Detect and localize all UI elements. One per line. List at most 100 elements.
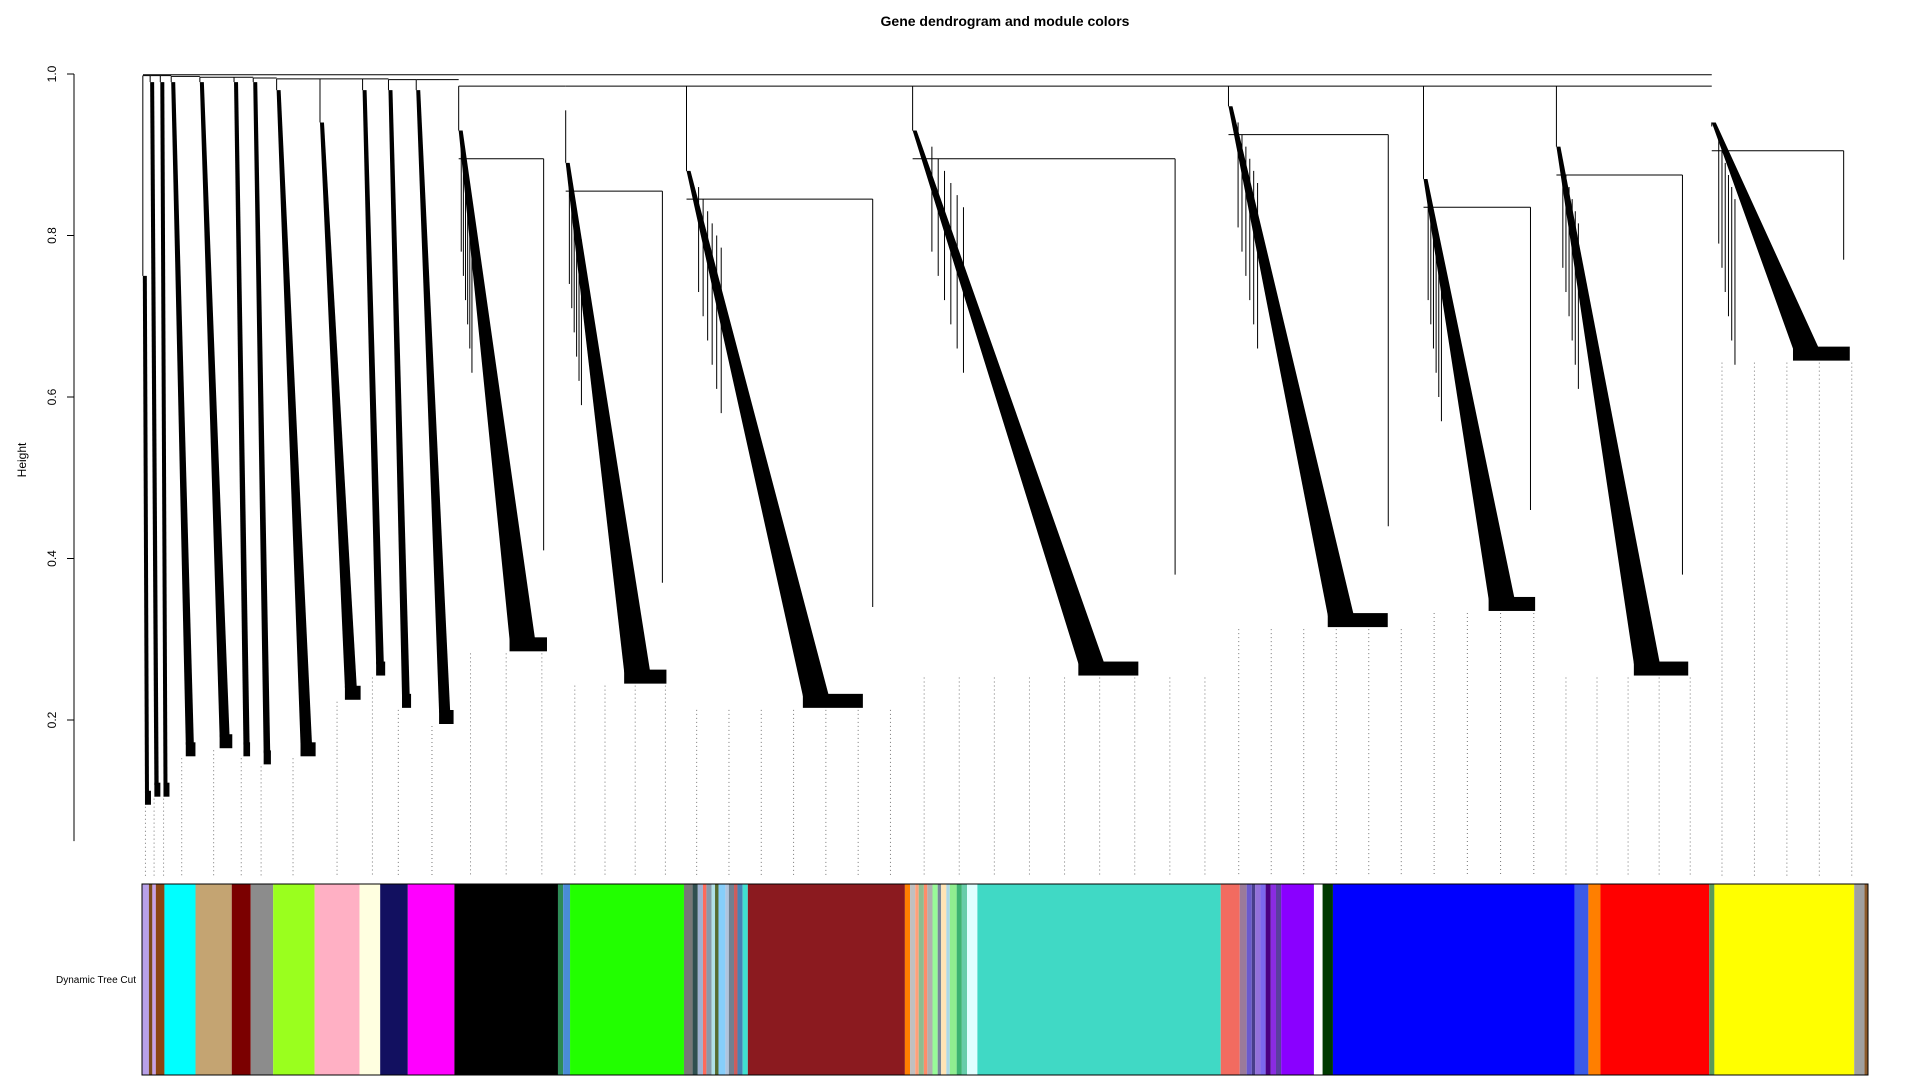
leaf-fan xyxy=(1556,146,1660,672)
leaf-fan xyxy=(1228,106,1354,624)
module-color-segment xyxy=(1275,884,1282,1075)
y-axis-label: Height xyxy=(15,442,29,477)
module-color-segment xyxy=(718,884,726,1075)
y-tick-label: 1.0 xyxy=(45,65,59,82)
module-color-segment xyxy=(946,884,950,1075)
leaf-plateau xyxy=(243,742,251,757)
leaf-plateau xyxy=(300,742,316,757)
leaf-plateau xyxy=(185,742,196,757)
leaf-plateau xyxy=(263,750,271,765)
chart-title: Gene dendrogram and module colors xyxy=(881,13,1130,29)
module-color-segment xyxy=(728,884,735,1075)
leaf-fan xyxy=(1423,178,1515,607)
leaf-fan xyxy=(171,82,194,753)
cluster-branch xyxy=(319,78,361,876)
module-color-segment xyxy=(1281,884,1314,1075)
module-color-segment xyxy=(1270,884,1276,1075)
module-color-segment xyxy=(314,884,360,1075)
module-color-segment xyxy=(1332,884,1575,1075)
module-color-segment xyxy=(737,884,743,1075)
module-color-segment xyxy=(715,884,719,1075)
y-tick-label: 0.6 xyxy=(45,388,59,405)
module-color-segment xyxy=(927,884,933,1075)
leaf-plateau xyxy=(402,693,412,708)
cluster-branch xyxy=(159,75,170,876)
module-color-segment xyxy=(734,884,738,1075)
module-color-segment xyxy=(1251,884,1256,1075)
module-color-segment xyxy=(1714,884,1855,1075)
leaf-plateau xyxy=(376,661,386,676)
module-color-segment xyxy=(273,884,315,1075)
cluster-branch xyxy=(1423,86,1536,876)
module-color-segment xyxy=(910,884,916,1075)
module-color-segment xyxy=(454,884,558,1075)
y-tick-label: 0.8 xyxy=(45,227,59,244)
y-axis: 0.2 0.4 0.6 0.8 1.0 xyxy=(45,65,75,842)
cluster-branch xyxy=(142,75,151,876)
module-color-segment xyxy=(407,884,455,1075)
module-color-segment xyxy=(570,884,684,1075)
module-color-segment xyxy=(1313,884,1323,1075)
module-color-segment xyxy=(1709,884,1715,1075)
cluster-branch xyxy=(565,110,667,876)
leaf-fan xyxy=(276,90,313,753)
color-row-label: Dynamic Tree Cut xyxy=(56,975,136,986)
module-color-segment xyxy=(923,884,928,1075)
leaf-plateau xyxy=(219,734,233,749)
cluster-branch xyxy=(387,79,412,876)
module-color-segment xyxy=(747,884,905,1075)
leaf-plateau xyxy=(154,782,161,797)
module-color-segment xyxy=(937,884,942,1075)
module-color-segment xyxy=(1854,884,1865,1075)
leaf-fan xyxy=(142,275,149,801)
cluster-branch xyxy=(252,78,271,876)
module-color-segment xyxy=(967,884,978,1075)
leaf-plateau xyxy=(802,693,863,708)
module-color-segment xyxy=(932,884,938,1075)
module-color-segment xyxy=(977,884,1221,1075)
leaf-fan xyxy=(362,90,384,672)
module-color-segment xyxy=(742,884,748,1075)
module-color-segment xyxy=(1246,884,1252,1075)
leaf-fan xyxy=(319,122,357,696)
leaf-fan xyxy=(1711,122,1819,357)
leaf-fan xyxy=(199,82,230,745)
module-color-segment xyxy=(725,884,729,1075)
leaf-fan xyxy=(234,82,250,753)
module-color-bar xyxy=(141,883,1869,1076)
leaf-plateau xyxy=(1327,613,1388,628)
leaf-fan xyxy=(253,82,271,761)
module-color-segment xyxy=(941,884,947,1075)
cluster-branch xyxy=(233,77,251,876)
module-color-segment xyxy=(1864,884,1868,1075)
cluster-branch xyxy=(1227,86,1402,876)
leaf-plateau xyxy=(1488,596,1536,611)
module-color-segment xyxy=(1255,884,1261,1075)
leaf-plateau xyxy=(1792,346,1850,361)
module-color-segment xyxy=(359,884,381,1075)
module-color-segment xyxy=(563,884,571,1075)
cluster-branch xyxy=(170,76,196,876)
module-color-segment xyxy=(1265,884,1271,1075)
leaf-plateau xyxy=(163,782,170,797)
leaf-plateau xyxy=(1078,661,1139,676)
leaf-fan xyxy=(150,82,159,793)
module-color-segment xyxy=(692,884,698,1075)
leaf-fan xyxy=(388,90,410,704)
module-color-segment xyxy=(1588,884,1601,1075)
leaf-plateau xyxy=(1633,661,1689,676)
module-color-segment xyxy=(1600,884,1710,1075)
cluster-branch xyxy=(458,86,547,876)
module-color-segment xyxy=(697,884,703,1075)
module-color-segment xyxy=(1322,884,1333,1075)
cluster-branch xyxy=(362,78,386,876)
leaf-fan xyxy=(686,170,829,704)
module-color-segment xyxy=(1239,884,1247,1075)
module-color-segment xyxy=(706,884,712,1075)
leaf-fan xyxy=(458,130,536,648)
module-color-segment xyxy=(904,884,911,1075)
module-color-segment xyxy=(380,884,408,1075)
module-color-segment xyxy=(915,884,919,1075)
module-color-segment xyxy=(142,884,149,1075)
